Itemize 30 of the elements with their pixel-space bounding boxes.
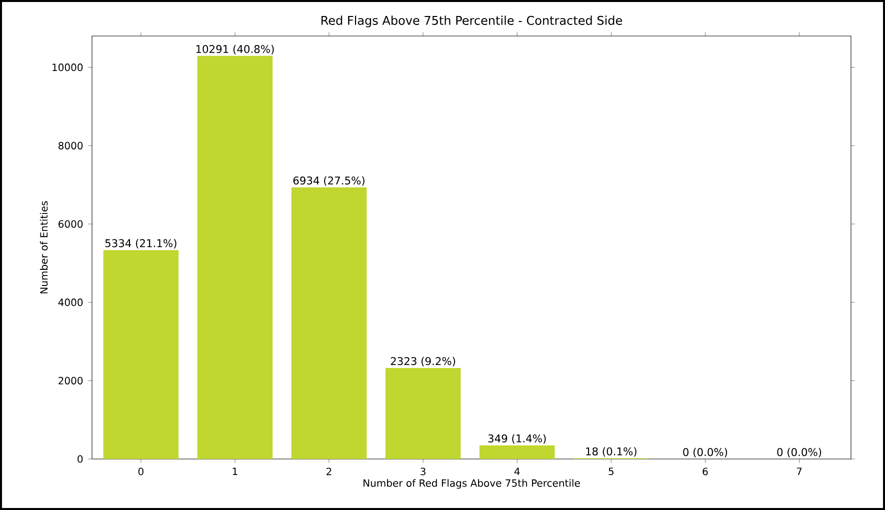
data-label: 0 (0.0%) [777, 448, 822, 458]
y-tick-label: 10000 [52, 64, 83, 72]
x-tick-label: 6 [702, 468, 708, 476]
x-axis-title: Number of Red Flags Above 75th Percentile [364, 479, 580, 489]
x-tick-label: 2 [326, 468, 332, 476]
x-tick-label: 3 [420, 468, 426, 476]
y-axis-title: Number of Entities [40, 201, 48, 294]
data-label: 6934 (27.5%) [293, 176, 364, 186]
y-tick-label: 8000 [58, 142, 83, 150]
x-tick-label: 1 [232, 468, 238, 475]
data-label: 349 (1.4%) [488, 434, 546, 444]
y-tick-label: 4000 [58, 298, 83, 306]
bar [103, 250, 179, 459]
data-label: 2323 (9.2%) [390, 356, 456, 366]
data-label: 0 (0.0%) [683, 448, 728, 458]
data-label: 18 (0.1%) [586, 447, 636, 457]
y-tick-label: 0 [78, 455, 83, 463]
data-label: 5334 (21.1%) [105, 238, 176, 248]
x-tick-label: 0 [138, 468, 144, 476]
data-label: 10291 (40.8%) [196, 44, 274, 54]
x-tick-label: 4 [514, 468, 520, 475]
y-tick-label: 6000 [58, 220, 83, 228]
bar [291, 187, 367, 459]
bar [479, 445, 555, 459]
bar [197, 56, 273, 459]
y-tick-label: 2000 [58, 376, 83, 384]
x-tick-label: 7 [796, 468, 802, 475]
x-tick-label: 5 [608, 468, 614, 476]
chart-title: Red Flags Above 75th Percentile - Contracted Side [322, 16, 622, 28]
bar [385, 368, 461, 459]
